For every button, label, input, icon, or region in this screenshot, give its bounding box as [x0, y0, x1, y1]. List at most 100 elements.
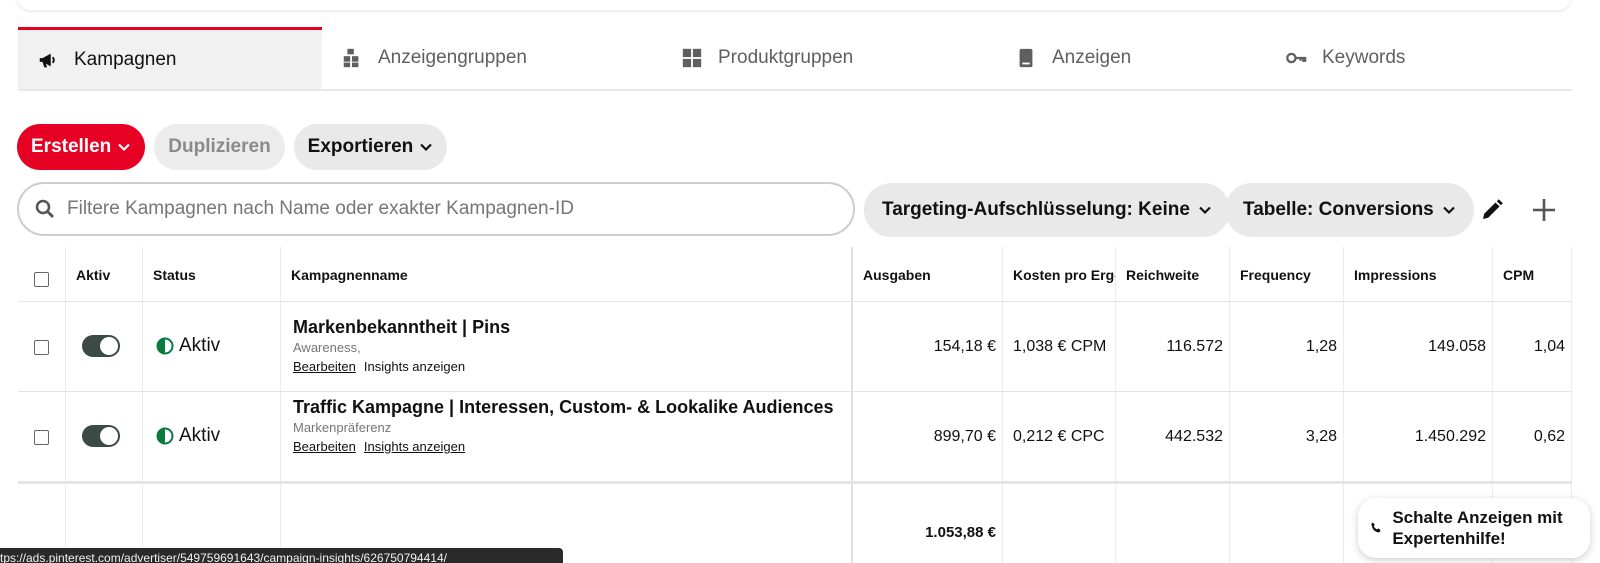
status-half-circle-icon: [156, 337, 174, 355]
totals-cell: [1116, 482, 1230, 563]
phone-icon: [1371, 522, 1381, 533]
tab-produktgruppen[interactable]: Produktgruppen: [662, 27, 996, 89]
campaign-toolbar: Erstellen Duplizieren Exportieren: [17, 124, 448, 170]
reach-cell: 442.532: [1116, 392, 1230, 481]
active-cell: [66, 302, 143, 391]
totals-row: 1.053,88 €: [18, 482, 1572, 563]
cost-per-result-cell: 0,212 € CPC: [1003, 392, 1116, 481]
insights-link[interactable]: Insights anzeigen: [363, 439, 466, 454]
totals-cell: [66, 482, 143, 563]
cpm-value: 0,62: [1533, 428, 1565, 445]
tab-anzeigengruppen[interactable]: Anzeigengruppen: [322, 27, 662, 89]
column-header-name[interactable]: Kampagnenname: [281, 247, 853, 301]
search-icon: [35, 199, 54, 218]
column-header-cost-per-result[interactable]: Kosten pro Ergebnis: [1003, 247, 1116, 301]
top-card: [18, 0, 1570, 10]
phone-card-icon: [1014, 46, 1038, 70]
tab-label: Kampagnen: [74, 48, 177, 70]
column-header-aktiv[interactable]: Aktiv: [66, 247, 143, 301]
totals-cell: [1003, 482, 1116, 563]
name-cell: Markenbekanntheit | Pins Awareness, Bear…: [281, 302, 853, 391]
export-button[interactable]: Exportieren: [293, 124, 448, 170]
totals-cell: [281, 482, 853, 563]
duplicate-label: Duplizieren: [168, 136, 271, 157]
cpm-value: 1,04: [1533, 338, 1565, 355]
campaign-name[interactable]: Traffic Kampagne | Interessen, Custom- &…: [293, 397, 834, 417]
edit-link[interactable]: Bearbeiten: [293, 439, 356, 454]
spend-cell: 154,18 €: [853, 302, 1003, 391]
grid-icon: [680, 46, 704, 70]
create-button[interactable]: Erstellen: [17, 124, 146, 170]
boxes-icon: [340, 46, 364, 70]
link-status-bar: tps://ads.pinterest.com/advertiser/54975…: [0, 548, 563, 563]
status-cell: Aktiv: [143, 392, 281, 481]
status-cell: Aktiv: [143, 302, 281, 391]
spend-cell: 899,70 €: [853, 392, 1003, 481]
table-row: Aktiv Markenbekanntheit | Pins Awareness…: [18, 302, 1572, 392]
totals-cell: [18, 482, 66, 563]
column-header-frequency[interactable]: Frequency: [1230, 247, 1344, 301]
frequency-value: 3,28: [1305, 428, 1337, 445]
chevron-down-icon: [118, 143, 131, 152]
row-checkbox[interactable]: [34, 430, 49, 445]
status-half-circle-icon: [156, 427, 174, 445]
tab-anzeigen[interactable]: Anzeigen: [996, 27, 1266, 89]
campaign-objective: Awareness,: [293, 340, 361, 355]
edit-columns-button[interactable]: [1475, 193, 1509, 227]
active-toggle[interactable]: [82, 425, 120, 447]
campaign-search: [17, 182, 855, 236]
row-select-cell: [18, 302, 66, 391]
select-all-checkbox[interactable]: [34, 272, 49, 287]
column-header-impressions[interactable]: Impressions: [1344, 247, 1493, 301]
tab-kampagnen[interactable]: Kampagnen: [18, 27, 322, 89]
search-input[interactable]: [67, 198, 827, 220]
megaphone-icon: [36, 48, 60, 72]
name-cell: Traffic Kampagne | Interessen, Custom- &…: [281, 392, 853, 481]
tab-label: Produktgruppen: [718, 47, 854, 68]
tab-keywords[interactable]: Keywords: [1266, 27, 1566, 89]
expert-help-button[interactable]: Schalte Anzeigen mit Expertenhilfe!: [1358, 498, 1590, 558]
status-text: Aktiv: [179, 335, 221, 356]
status-url: tps://ads.pinterest.com/advertiser/54975…: [0, 551, 447, 563]
reach-cell: 116.572: [1116, 302, 1230, 391]
column-header-status[interactable]: Status: [143, 247, 281, 301]
table-preset-dropdown[interactable]: Tabelle: Conversions: [1225, 183, 1474, 237]
chevron-down-icon: [1442, 206, 1455, 215]
frequency-value: 1,28: [1305, 338, 1337, 355]
key-icon: [1284, 46, 1308, 70]
pencil-icon: [1483, 199, 1503, 219]
chevron-down-icon: [1199, 206, 1211, 215]
totals-cell: [143, 482, 281, 563]
table-row: Aktiv Traffic Kampagne | Interessen, Cus…: [18, 392, 1572, 482]
cpm-cell: 1,04: [1493, 302, 1572, 391]
chevron-down-icon: [420, 143, 433, 152]
campaign-objective: Markenpräferenz: [293, 420, 392, 435]
edit-link[interactable]: Bearbeiten: [293, 359, 356, 374]
table-header-row: Aktiv Status Kampagnenname Ausgaben Kost…: [18, 247, 1572, 302]
duplicate-button[interactable]: Duplizieren: [154, 124, 285, 170]
targeting-breakdown-dropdown[interactable]: Targeting-Aufschlüsselung: Keine: [864, 183, 1230, 237]
active-toggle[interactable]: [82, 335, 120, 357]
impressions-cell: 149.058: [1344, 302, 1493, 391]
active-cell: [66, 392, 143, 481]
create-label: Erstellen: [31, 136, 112, 157]
add-column-button[interactable]: [1527, 193, 1561, 227]
targeting-label: Targeting-Aufschlüsselung: Keine: [882, 199, 1190, 220]
spend-value: 899,70 €: [933, 428, 996, 445]
cost-per-result-value: 1,038 € CPM: [1013, 338, 1107, 355]
reach-value: 442.532: [1165, 428, 1223, 445]
row-checkbox[interactable]: [34, 340, 49, 355]
column-header-cpm[interactable]: CPM: [1493, 247, 1572, 301]
totals-cell: [1230, 482, 1344, 563]
tab-label: Anzeigen: [1052, 47, 1132, 68]
frequency-cell: 3,28: [1230, 392, 1344, 481]
column-header-reach[interactable]: Reichweite: [1116, 247, 1230, 301]
table-preset-label: Tabelle: Conversions: [1243, 199, 1434, 220]
reach-value: 116.572: [1166, 338, 1223, 355]
insights-link[interactable]: Insights anzeigen: [363, 359, 466, 374]
total-spend-cell: 1.053,88 €: [853, 482, 1003, 563]
tab-label: Keywords: [1322, 47, 1406, 68]
campaign-name[interactable]: Markenbekanntheit | Pins: [293, 317, 511, 337]
select-all-cell: [18, 247, 66, 301]
column-header-spend[interactable]: Ausgaben: [853, 247, 1003, 301]
